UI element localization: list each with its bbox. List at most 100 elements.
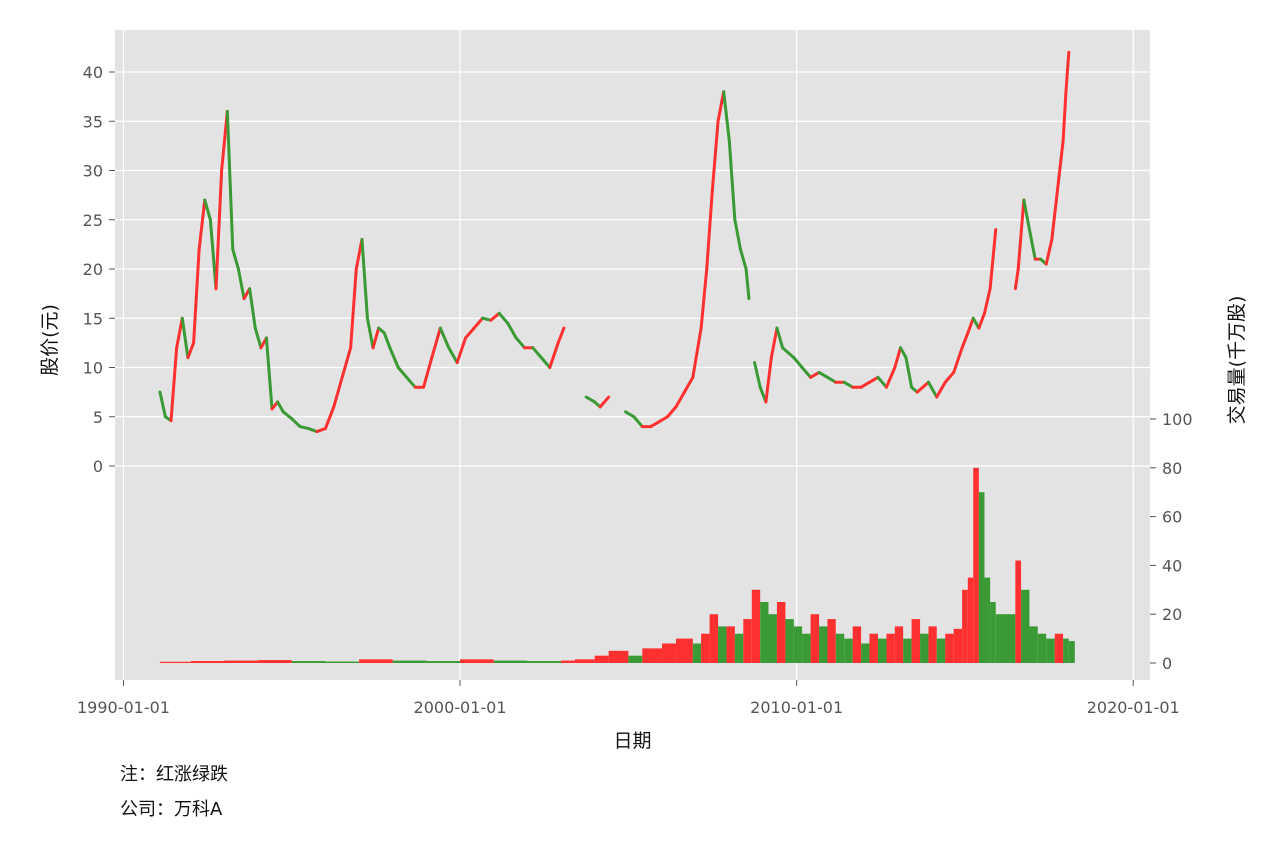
right-tick-label: 0 <box>1162 654 1172 673</box>
volume-bar <box>886 633 895 663</box>
price-segment <box>800 366 813 379</box>
price-segment <box>809 370 821 379</box>
price-segment <box>186 341 196 360</box>
right-tick-label: 40 <box>1162 556 1182 575</box>
price-segment <box>842 380 855 389</box>
volume-bar <box>426 661 461 663</box>
price-segment <box>405 375 417 389</box>
volume-bar <box>928 626 937 663</box>
price-segment <box>236 267 246 301</box>
price-segment <box>584 395 597 404</box>
volume-bar <box>1046 638 1055 663</box>
volume-bar <box>852 626 862 663</box>
right-tick-label: 80 <box>1162 459 1182 478</box>
volume-bar <box>810 614 820 663</box>
price-segment <box>733 218 742 251</box>
price-segment <box>943 370 956 384</box>
note-company: 公司：万科A <box>120 799 223 820</box>
price-segment <box>699 267 709 330</box>
left-tick-label: 15 <box>83 309 103 328</box>
price-segment <box>1027 228 1037 261</box>
price-segment <box>447 346 459 365</box>
price-segment <box>455 336 468 365</box>
price-segment <box>281 410 294 421</box>
price-segment <box>682 375 695 394</box>
volume-bar <box>662 643 676 663</box>
volume-bar <box>911 619 921 663</box>
volume-bar <box>224 660 259 663</box>
volume-bar <box>785 619 794 663</box>
price-segment <box>438 326 451 350</box>
volume-bar <box>802 633 811 663</box>
price-segment <box>876 375 888 389</box>
volume-bar <box>359 659 393 663</box>
volume-bar <box>819 626 828 663</box>
price-segment <box>197 198 207 251</box>
price-segment <box>548 341 560 369</box>
price-segment <box>649 420 661 429</box>
volume-bar <box>945 633 954 663</box>
volume-bar <box>984 577 991 663</box>
price-segment <box>231 247 240 271</box>
grid-lines <box>115 30 1150 680</box>
volume-bar <box>734 633 744 663</box>
price-segment <box>531 346 543 360</box>
price-segment <box>744 267 751 301</box>
right-tick-label: 20 <box>1162 605 1182 624</box>
left-tick-label: 40 <box>83 63 103 82</box>
price-segment <box>340 346 353 379</box>
volume-bar <box>493 660 528 663</box>
price-segment <box>1064 50 1071 94</box>
price-segment <box>539 356 552 369</box>
price-segment <box>904 356 914 389</box>
price-segment <box>360 237 369 320</box>
volume-bar <box>258 660 292 663</box>
price-segment <box>825 375 838 384</box>
left-tick-label: 10 <box>83 359 103 378</box>
price-segment <box>598 395 611 409</box>
volume-bar <box>594 655 609 663</box>
price-segment <box>1013 267 1020 291</box>
price-segment <box>169 346 179 423</box>
price-segment <box>332 375 344 409</box>
price-segment <box>290 417 302 429</box>
volume-bar <box>726 626 735 663</box>
left-tick-label: 25 <box>83 211 103 230</box>
volume-bar <box>628 655 643 663</box>
volume-bar <box>768 614 777 663</box>
price-segment <box>792 356 804 369</box>
right-axis: 0 20 40 60 80 100 <box>1150 410 1193 673</box>
price-segment <box>988 228 998 291</box>
price-segment <box>175 316 184 350</box>
volume-bar <box>190 661 225 663</box>
price-segment <box>710 119 720 192</box>
price-segment <box>893 346 903 369</box>
price-segment <box>966 316 975 335</box>
left-axis: 0 5 10 15 20 25 30 35 40 <box>83 63 115 476</box>
volume-bar <box>877 638 887 663</box>
price-segment <box>960 331 970 350</box>
x-tick-label: 1990-01-01 <box>77 698 170 717</box>
price-segment <box>624 410 636 419</box>
price-lines <box>158 50 1071 434</box>
price-segment <box>430 326 442 360</box>
right-tick-label: 60 <box>1162 508 1182 527</box>
volume-bar <box>642 648 663 663</box>
price-segment <box>349 267 358 350</box>
volume-bars <box>159 467 1075 663</box>
price-segment <box>727 139 737 222</box>
volume-bar <box>1037 633 1047 663</box>
volume-bar <box>990 602 996 663</box>
volume-bar <box>1068 641 1075 663</box>
volume-bar <box>1054 633 1064 663</box>
left-tick-label: 30 <box>83 162 103 181</box>
price-segment <box>665 405 678 419</box>
price-segment <box>867 375 880 384</box>
price-segment <box>769 326 779 360</box>
left-tick-label: 5 <box>93 408 103 427</box>
x-tick-label: 2000-01-01 <box>414 698 507 717</box>
volume-bar <box>692 643 702 663</box>
volume-bar <box>978 492 985 663</box>
price-segment <box>225 109 235 251</box>
